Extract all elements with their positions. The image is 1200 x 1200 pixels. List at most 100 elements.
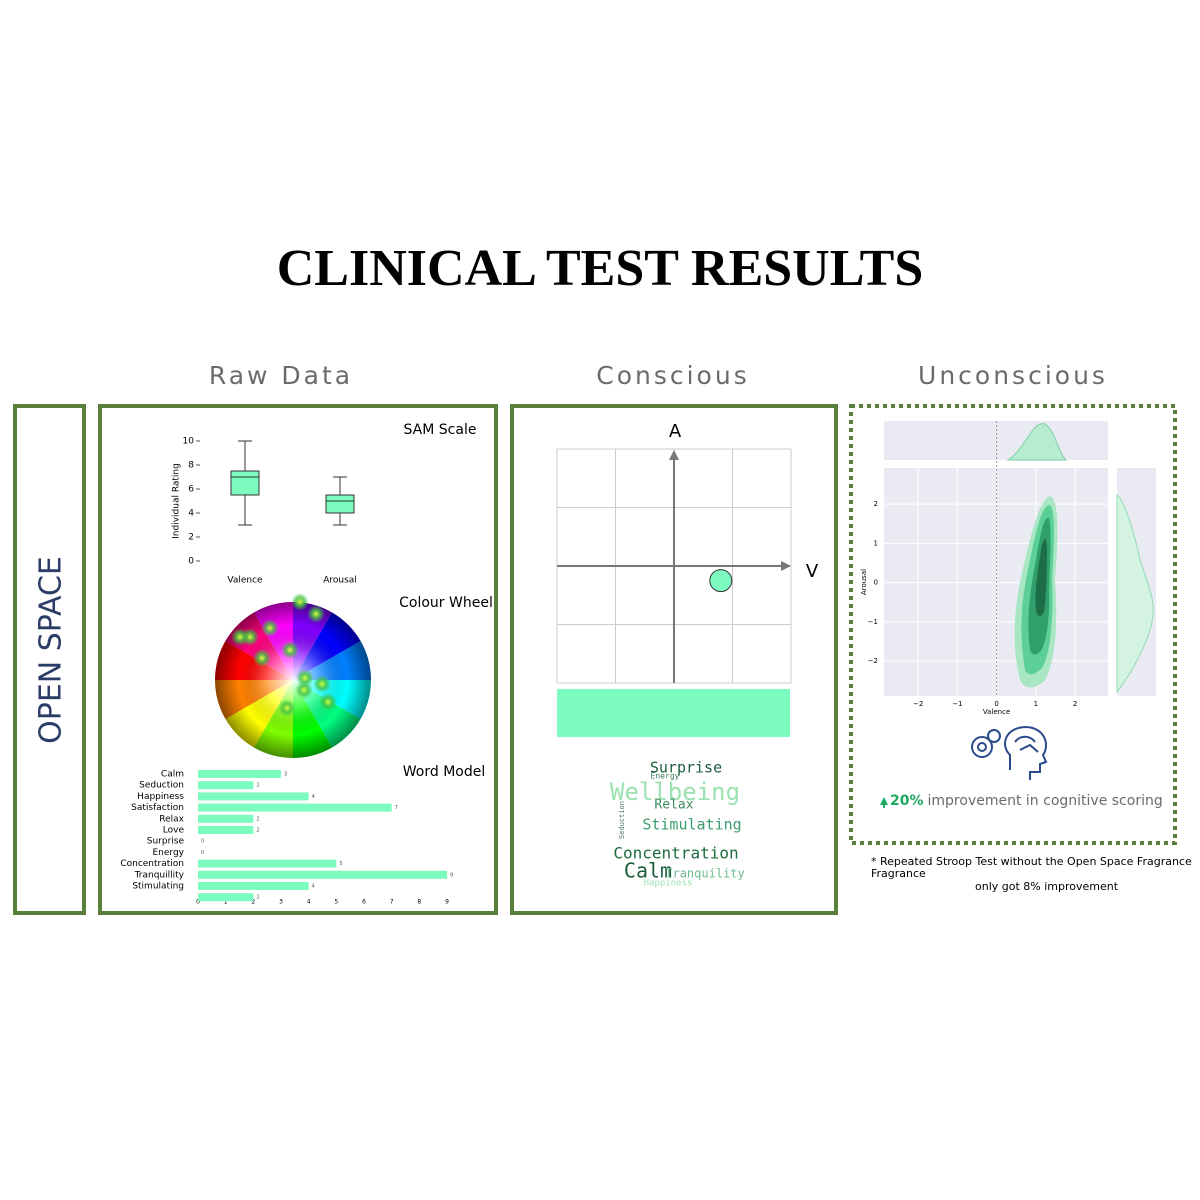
unconscious-panel [849,404,1177,845]
stat-text: improvement in cognitive scoring [928,793,1163,809]
x-tick-label: −1 [952,700,962,708]
x-tick-label: 6 [362,899,366,906]
x-tick-label: 0 [994,700,998,708]
heat-spot [291,593,309,611]
color-swatch [557,689,790,737]
heat-spot [253,649,271,667]
word: Relax [654,798,693,813]
y-tick-label: Relax [159,814,184,824]
x-tick-label: 5 [334,899,338,906]
word: Seduction [618,801,626,839]
bar [198,882,309,890]
heat-spot [313,675,331,693]
chart-title: Colour Wheel [399,595,493,611]
word: Calm [624,859,672,883]
y-tick-label: Tranquillity [134,870,185,880]
x-tick-label: 9 [445,899,449,906]
y-tick-label: 1 [874,539,878,547]
bar-value: 2 [256,816,259,822]
y-tick-label: Energy [152,848,184,858]
point [709,569,733,593]
y-tick-label: 2 [874,500,878,508]
y-arrow [669,450,679,460]
x-tick-label: −2 [913,700,923,708]
bar [198,792,309,801]
density-contour [1035,538,1047,616]
brand-panel [13,404,86,915]
bar-value: 2 [256,783,259,789]
bar-value: 4 [312,794,315,800]
y-tick-label: 8 [188,461,194,471]
word: Stimulating [642,816,741,834]
bar-value: 4 [312,884,315,890]
raw-panel [98,404,498,915]
y-tick-label: Surprise [147,837,185,847]
x-arrow [781,561,791,571]
chart-title: Word Model [403,764,485,780]
y-tick-label: Calm [161,770,184,780]
x-tick-label: 2 [1073,700,1077,708]
stat: 20% improvement in cognitive scoring [890,793,1163,809]
bar [198,893,254,902]
bar-value: 2 [256,895,259,901]
y-tick-label: 2 [188,533,194,543]
bar [198,870,447,879]
section-label: Conscious [596,361,749,390]
stat-value: 20% [890,793,924,809]
section-label: Unconscious [918,361,1108,390]
y-tick-label: 6 [188,485,194,495]
x-tick-label: 3 [279,899,283,906]
chart-title: SAM Scale [404,422,477,438]
x-tick-label: 0 [196,899,200,906]
brand-label: OPEN SPACE [34,556,69,744]
top-marginal [1006,423,1068,461]
word: Energy [651,772,680,781]
y-axis-label: Individual Rating [172,463,182,539]
x-tick-label: 4 [307,899,311,906]
top-margin-panel [884,421,1108,460]
bar-value: 0 [201,839,204,845]
bar [198,803,392,812]
plot-area [884,468,1108,696]
heat-spot [281,641,299,659]
heat-spot [231,628,249,646]
icons [971,725,1048,780]
heat-spot [278,699,296,717]
word: Wellbeing [610,778,740,806]
bar-value: 0 [201,850,204,856]
bar-value: 2 [256,828,259,834]
y-tick-label: −2 [868,657,878,665]
heat-spot [319,693,337,711]
heat-spot [261,619,279,637]
bar [198,781,254,790]
y-tick-label: 4 [188,509,194,519]
x-tick-label: Arousal [323,576,357,586]
box [325,494,355,514]
wheel-shade [215,602,371,758]
bar [198,859,337,868]
word: Surprise [650,759,722,777]
bar [198,814,254,823]
up-arrow-icon [880,797,888,808]
footnote: only got 8% improvement [975,880,1119,893]
y-tick-label: Concentration [120,859,184,869]
bar-value: 5 [339,861,342,867]
section-label: Raw Data [209,361,353,390]
x-axis-label: Valence [983,708,1010,716]
x-tick-label: 1 [224,899,228,906]
colour-wheel [215,593,371,758]
word: Tranquility [665,867,744,881]
y-tick-label: Satisfaction [131,803,184,813]
y-tick-label: −1 [868,618,878,626]
y-axis-label: A [669,421,682,442]
word: Concentration [613,844,738,863]
heat-spot [295,681,313,699]
x-tick-label: 7 [390,899,394,906]
y-tick-label: Love [163,826,185,836]
y-tick-label: Stimulating [132,882,184,892]
right-marginal [1116,494,1154,694]
page-title: CLINICAL TEST RESULTS [277,240,924,297]
y-tick-label: 10 [183,437,195,447]
bar-value: 3 [284,772,287,778]
